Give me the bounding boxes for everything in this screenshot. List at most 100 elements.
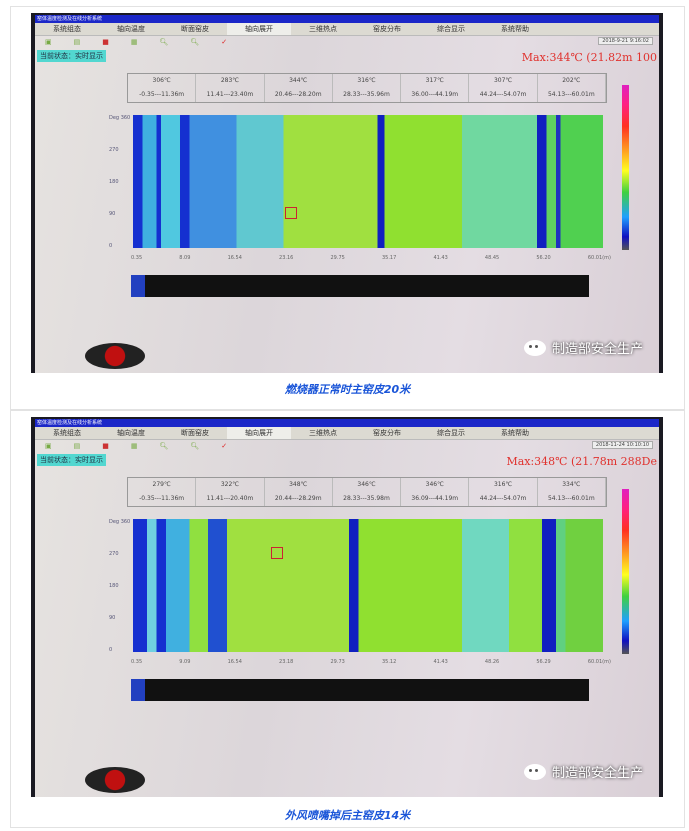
y-tick: 180 — [109, 583, 119, 589]
x-tick: 48.45 — [484, 255, 500, 261]
segment-temp: 348℃ — [289, 481, 308, 488]
segment: 344℃ 20.46---28.20m — [265, 74, 333, 102]
segment-temp: 283℃ — [220, 77, 240, 84]
check-icon[interactable]: ✓ — [221, 442, 228, 450]
max-temperature: Max:344℃ (21.82m 100 — [521, 51, 657, 64]
segment: 316℃ 28.33---35.96m — [333, 74, 402, 102]
segment-range: 11.41---23.40m — [206, 91, 254, 98]
x-tick: 23.16 — [279, 255, 294, 261]
check-icon[interactable]: ✓ — [221, 38, 228, 46]
report-icon[interactable]: ▦ — [130, 38, 138, 46]
screen: 窑体温度检测及在线分析系统 系统组态 轴向温度 断面窑皮 轴向展开 三维热点 窑皮分布 综合… — [35, 419, 659, 797]
title-bar: 窑体温度检测及在线分析系统 — [35, 15, 659, 23]
watermark-text: 制造部安全生产 — [551, 342, 643, 357]
segment-temp: 202℃ — [562, 77, 581, 84]
x-tick: 41.43 — [433, 659, 448, 665]
position-scrollbar[interactable] — [131, 275, 589, 297]
x-tick: 35.12 — [381, 659, 397, 665]
segment: 279℃ -0.35---11.36m — [128, 478, 197, 506]
thermal-heatmap — [133, 519, 603, 652]
tab-1[interactable]: 轴向温度 — [117, 429, 145, 437]
print-icon[interactable]: ▤ — [73, 38, 81, 46]
watermark-text: 制造部安全生产 — [551, 766, 643, 781]
segment-temp: 316℃ — [493, 481, 513, 488]
segment: 317℃ 36.00---44.19m — [401, 74, 470, 102]
tab-6[interactable]: 综合显示 — [437, 429, 465, 437]
open-icon[interactable]: ▣ — [45, 442, 52, 450]
open-icon[interactable]: ▣ — [45, 38, 52, 46]
tab-7[interactable]: 系统帮助 — [501, 429, 529, 437]
zoom-in-icon[interactable]: 🔍︎ — [159, 38, 169, 46]
status-label: 当前状态：实时显示 — [37, 50, 106, 62]
tab-3[interactable]: 轴向展开 — [227, 427, 291, 439]
tab-7[interactable]: 系统帮助 — [501, 25, 529, 33]
tab-6[interactable]: 综合显示 — [437, 25, 465, 33]
toolbar: ▣ ▤ ■ ▦ 🔍︎ 🔍︎ ✓ — [35, 440, 659, 452]
figure-1: 窑体温度检测及在线分析系统 系统组态 轴向温度 断面窑皮 轴向展开 三维热点 窑皮分布 综合… — [10, 6, 685, 410]
x-tick: 29.75 — [330, 255, 345, 261]
y-tick: 180 — [109, 179, 119, 185]
x-tick: 35.17 — [381, 255, 397, 261]
x-tick: 23.18 — [279, 659, 294, 665]
segment-temp: 316℃ — [357, 77, 376, 84]
segment-table: 279℃ -0.35---11.36m 322℃ 11.41---20.40m 348℃… — [127, 477, 607, 507]
segment-temp: 344℃ — [289, 77, 308, 84]
x-tick: 9.09 — [179, 659, 191, 665]
y-tick: Deg 360 — [109, 519, 131, 525]
tab-5[interactable]: 窑皮分布 — [373, 429, 401, 437]
segment-range: 20.44---28.29m — [274, 495, 322, 502]
y-tick: 90 — [109, 211, 116, 217]
save-icon[interactable]: ■ — [102, 442, 109, 450]
zoom-out-icon[interactable]: 🔍︎ — [190, 442, 200, 450]
tab-2[interactable]: 断面窑皮 — [181, 25, 209, 33]
section-indicator — [85, 767, 145, 793]
segment-range: 44.24---54.07m — [479, 91, 527, 98]
save-icon[interactable]: ■ — [102, 38, 109, 46]
clock: 2018-11-24 10:10:10 — [591, 441, 653, 449]
tab-4[interactable]: 三维热点 — [309, 25, 337, 33]
tab-5[interactable]: 窑皮分布 — [373, 25, 401, 33]
report-icon[interactable]: ▦ — [130, 442, 138, 450]
position-scrollbar[interactable] — [131, 679, 589, 701]
color-legend — [622, 489, 629, 654]
x-tick: 16.54 — [227, 255, 242, 261]
segment-temp: 334℃ — [562, 481, 581, 488]
max-temperature: Max:348℃ (21.78m 288De — [506, 455, 657, 468]
tab-4[interactable]: 三维热点 — [309, 429, 337, 437]
screen: 窑体温度检测及在线分析系统 系统组态 轴向温度 断面窑皮 轴向展开 三维热点 窑皮分布 综合… — [35, 15, 659, 373]
y-tick: 0 — [109, 243, 113, 249]
y-tick: 0 — [109, 647, 113, 653]
monitor-photo: 窑体温度检测及在线分析系统 系统组态 轴向温度 断面窑皮 轴向展开 三维热点 窑皮分布 综合… — [31, 417, 663, 797]
x-tick: 29.73 — [330, 659, 345, 665]
segment: 322℃ 11.41---20.40m — [196, 478, 265, 506]
x-tick: 48.26 — [484, 659, 500, 665]
x-tick: 56.29 — [536, 659, 551, 665]
figure-caption: 燃烧器正常时主窑皮20米 — [284, 383, 411, 396]
segment: 346℃ 36.09---44.19m — [401, 478, 470, 506]
zoom-out-icon[interactable]: 🔍︎ — [190, 38, 200, 46]
x-tick: 0.35 — [131, 255, 143, 261]
segment-range: 28.33---35.96m — [343, 91, 390, 98]
zoom-in-icon[interactable]: 🔍︎ — [159, 442, 169, 450]
tab-1[interactable]: 轴向温度 — [117, 25, 145, 33]
segment: 316℃ 44.24---54.07m — [469, 478, 538, 506]
segment-temp: 322℃ — [220, 481, 240, 488]
max-point-marker — [285, 207, 297, 219]
segment-range: 28.33---35.98m — [343, 495, 390, 502]
segment-range: -0.35---11.36m — [139, 91, 185, 98]
figure-caption: 外风喷嘴掉后主窑皮14米 — [284, 809, 411, 822]
tab-bar: 系统组态 轴向温度 断面窑皮 轴向展开 三维热点 窑皮分布 综合显示 系统帮助 — [35, 427, 659, 440]
y-tick: 90 — [109, 615, 116, 621]
segment-range: 54.13---60.01m — [547, 91, 595, 98]
segment-table: 306℃ -0.35---11.36m 283℃ 11.41---23.40m 344℃… — [127, 73, 607, 103]
print-icon[interactable]: ▤ — [73, 442, 81, 450]
segment: 306℃ -0.35---11.36m — [128, 74, 197, 102]
tab-0[interactable]: 系统组态 — [53, 25, 81, 33]
tab-0[interactable]: 系统组态 — [53, 429, 81, 437]
color-legend — [622, 85, 629, 250]
tab-2[interactable]: 断面窑皮 — [181, 429, 209, 437]
tab-3[interactable]: 轴向展开 — [227, 23, 291, 35]
segment-temp: 346℃ — [425, 481, 444, 488]
segment-range: 54.13---60.01m — [547, 495, 595, 502]
x-tick: 16.54 — [227, 659, 242, 665]
